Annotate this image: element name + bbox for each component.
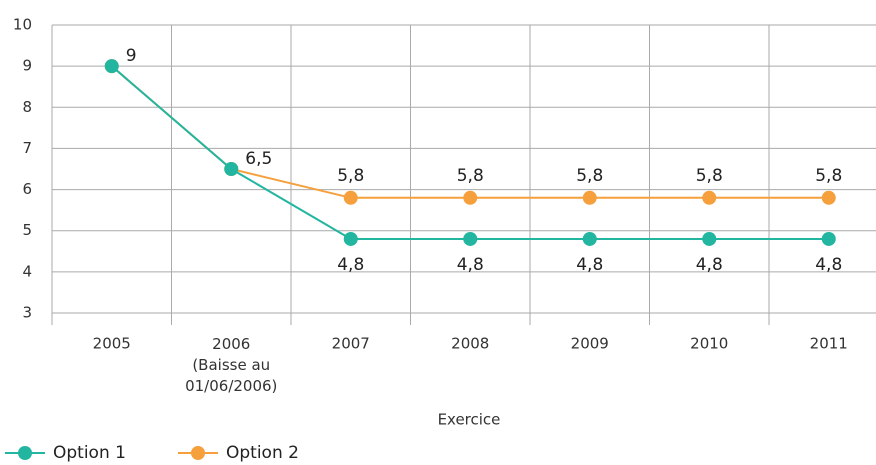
point — [343, 231, 358, 246]
point — [821, 190, 836, 205]
data-label: 5,8 — [337, 166, 364, 186]
point — [582, 190, 597, 205]
y-tick-label: 7 — [22, 139, 32, 157]
point — [702, 190, 717, 205]
y-tick-label: 4 — [22, 262, 32, 280]
legend-marker — [191, 446, 205, 460]
x-tick-label: 2005 — [93, 335, 131, 353]
legend-marker — [18, 446, 32, 460]
x-tick-label: 2010 — [690, 335, 728, 353]
data-label: 4,8 — [337, 255, 364, 275]
point — [224, 162, 239, 176]
x-tick-label: 2008 — [451, 335, 489, 353]
x-tick-label: 2006 (Baisse au 01/06/2006) — [185, 335, 277, 395]
legend-label: Option 1 — [53, 443, 126, 463]
point — [821, 231, 836, 246]
point — [463, 231, 478, 246]
data-label: 5,8 — [576, 166, 603, 186]
x-tick-label: 2007 — [332, 335, 370, 353]
y-tick-label: 3 — [22, 304, 32, 322]
y-tick-label: 8 — [22, 98, 32, 116]
data-label: 4,8 — [457, 255, 484, 275]
y-tick-label: 6 — [22, 180, 32, 198]
point — [104, 59, 119, 74]
data-label: 4,8 — [815, 255, 842, 275]
data-label: 4,8 — [696, 255, 723, 275]
x-tick-label: 2009 — [571, 335, 609, 353]
legend-label: Option 2 — [226, 443, 299, 463]
point — [582, 231, 597, 246]
point — [463, 190, 478, 205]
y-tick-label: 10 — [13, 16, 32, 34]
point — [343, 190, 358, 205]
y-tick-label: 5 — [22, 221, 32, 239]
data-label: 5,8 — [696, 166, 723, 186]
x-axis-label: Exercice — [438, 411, 501, 429]
data-label: 6,5 — [245, 149, 272, 169]
y-tick-label: 9 — [22, 57, 32, 75]
data-label: 9 — [126, 46, 137, 66]
data-label: 5,8 — [457, 166, 484, 186]
series-line — [111, 65, 829, 240]
x-tick-label: 2011 — [810, 335, 848, 353]
data-label: 4,8 — [576, 255, 603, 275]
point — [702, 231, 717, 246]
data-label: 5,8 — [815, 166, 842, 186]
